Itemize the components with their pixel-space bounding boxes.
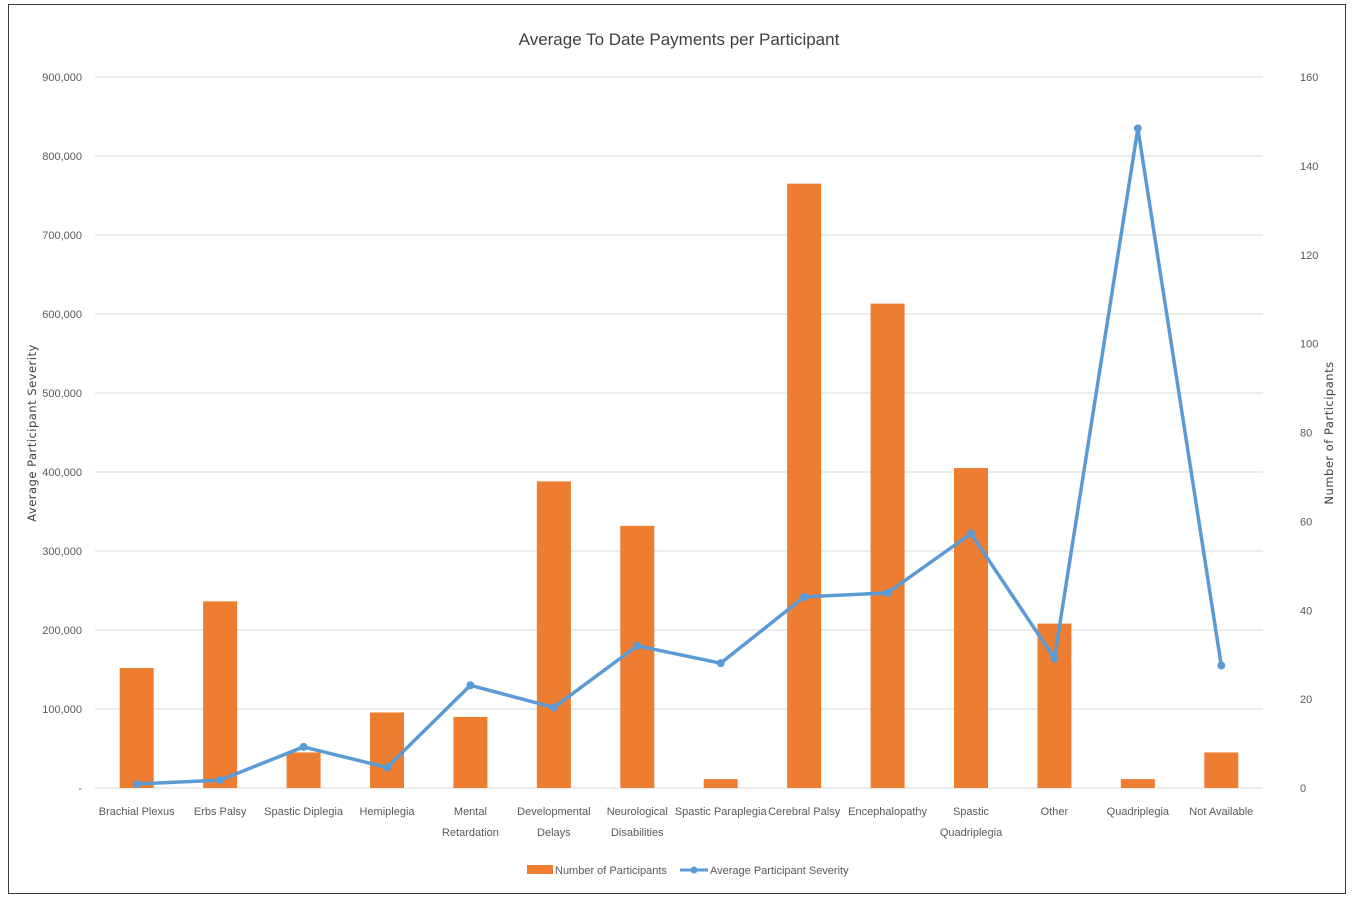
line-point — [1133, 124, 1142, 133]
line-point — [800, 592, 809, 601]
left-tick-label: 400,000 — [42, 467, 82, 479]
left-tick-label: 700,000 — [42, 230, 82, 242]
legend-swatch-participants — [527, 865, 553, 874]
line-point — [716, 659, 725, 668]
legend-marker-severity — [690, 866, 698, 874]
x-tick-label: Not Available — [1189, 806, 1253, 818]
x-tick-label: Spastic Paraplegia — [675, 806, 768, 818]
right-tick-label: 80 — [1300, 428, 1312, 440]
line-point — [132, 780, 141, 789]
left-tick-label: - — [78, 783, 82, 795]
right-tick-label: 0 — [1300, 783, 1306, 795]
line-point — [549, 703, 558, 712]
chart-title: Average To Date Payments per Participant — [519, 30, 840, 49]
right-tick-label: 40 — [1300, 605, 1312, 617]
right-tick-label: 140 — [1300, 161, 1318, 173]
x-tick-label: Encephalopathy — [848, 806, 927, 818]
line-point — [967, 529, 975, 538]
right-tick-label: 100 — [1300, 339, 1318, 351]
legend-label-participants: Number of Participants — [555, 865, 667, 877]
x-tick-label: Developmental Delays — [517, 806, 590, 839]
right-tick-label: 60 — [1300, 516, 1312, 528]
line-point — [1217, 661, 1226, 670]
right-axis-ticks: 0 20 40 60 80 100 120 140 160 — [1300, 72, 1318, 795]
bar — [536, 481, 571, 788]
gridlines — [95, 76, 1263, 789]
line-point — [883, 588, 892, 597]
x-tick-label: Quadriplegia — [1107, 806, 1170, 818]
x-tick-label: Erbs Palsy — [194, 806, 247, 818]
left-tick-label: 800,000 — [42, 151, 82, 163]
severity-line — [136, 126, 1224, 786]
legend: Number of Participants Average Participa… — [527, 865, 849, 877]
x-tick-label: Neurological Disabilities — [607, 806, 668, 839]
bar — [453, 716, 488, 788]
bar — [1120, 779, 1155, 788]
bar — [870, 303, 905, 788]
line-point — [1050, 654, 1059, 663]
line-point — [383, 763, 391, 772]
x-tick-label: Mental Retardation — [442, 806, 499, 839]
bar — [370, 712, 404, 788]
right-axis-title: Number of Participants — [1322, 361, 1336, 504]
left-tick-label: 100,000 — [42, 704, 82, 716]
x-tick-label: Spastic Quadriplegia — [940, 806, 1003, 839]
line-point — [466, 681, 475, 690]
right-tick-label: 120 — [1300, 250, 1318, 262]
bar — [203, 601, 238, 788]
line-point — [299, 742, 308, 751]
line-series — [132, 124, 1226, 789]
left-axis-title: Average Participant Severity — [25, 344, 39, 522]
right-tick-label: 160 — [1300, 72, 1318, 84]
right-tick-label: 20 — [1300, 694, 1312, 706]
line-point — [216, 776, 225, 785]
bar — [286, 752, 321, 788]
line-point — [633, 641, 642, 650]
bar-series — [119, 183, 1239, 788]
bar — [119, 668, 154, 788]
bar — [1204, 752, 1239, 788]
x-tick-label: Other — [1041, 806, 1069, 818]
bar — [954, 468, 988, 788]
left-tick-label: 200,000 — [42, 625, 82, 637]
x-tick-label: Cerebral Palsy — [768, 806, 841, 818]
x-tick-label: Brachial Plexus — [99, 806, 175, 818]
left-tick-label: 300,000 — [42, 546, 82, 558]
left-tick-label: 500,000 — [42, 388, 82, 400]
left-axis-ticks: - 100,000 200,000 300,000 400,000 500,000 600,… — [42, 72, 82, 795]
left-tick-label: 900,000 — [42, 72, 82, 84]
left-tick-label: 600,000 — [42, 309, 82, 321]
bar — [703, 779, 738, 788]
x-tick-label: Hemiplegia — [359, 806, 415, 818]
x-tick-label: Spastic Diplegia — [264, 806, 344, 818]
bar — [620, 525, 655, 788]
bar — [787, 183, 822, 788]
x-axis-ticks: Brachial Plexus Erbs Palsy Spastic Diplegi… — [99, 806, 1253, 839]
legend-label-severity: Average Participant Severity — [710, 865, 849, 877]
